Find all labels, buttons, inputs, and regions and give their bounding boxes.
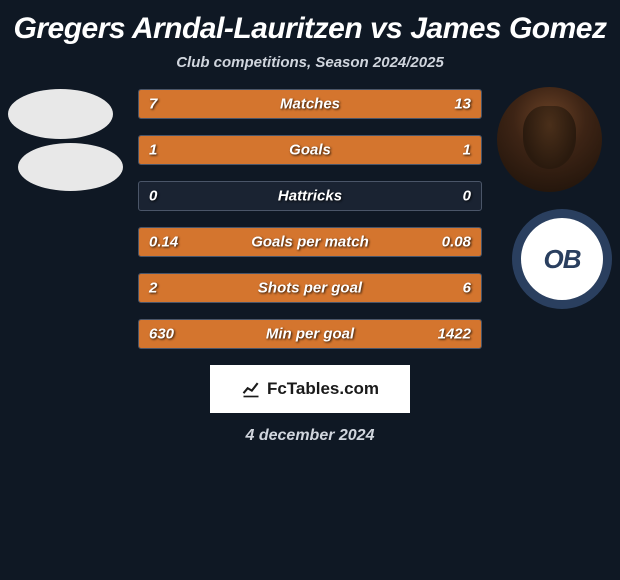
stat-bar: 11Goals	[138, 135, 482, 165]
footer-date: 4 december 2024	[0, 427, 620, 445]
content-area: OB 713Matches 11Goals 00Hattricks 0.140.08G…	[0, 89, 620, 349]
subtitle: Club competitions, Season 2024/2025	[0, 54, 620, 71]
stat-bar: 26Shots per goal	[138, 273, 482, 303]
player-right-avatar	[497, 87, 602, 192]
club-right-badge-text: OB	[544, 244, 581, 275]
bar-label: Hattricks	[139, 188, 481, 205]
stat-bars: 713Matches 11Goals 00Hattricks 0.140.08Goal…	[138, 89, 482, 349]
chart-icon	[241, 379, 261, 399]
bar-label: Goals	[139, 142, 481, 159]
bar-label: Goals per match	[139, 234, 481, 251]
stat-bar: 0.140.08Goals per match	[138, 227, 482, 257]
bar-label: Shots per goal	[139, 280, 481, 297]
stat-bar: 713Matches	[138, 89, 482, 119]
bar-label: Matches	[139, 96, 481, 113]
page-title: Gregers Arndal-Lauritzen vs James Gomez	[0, 0, 620, 54]
brand-text: FcTables.com	[267, 379, 379, 399]
club-left-badge	[18, 143, 123, 191]
stat-bar: 6301422Min per goal	[138, 319, 482, 349]
brand-logo: FcTables.com	[210, 365, 410, 413]
comparison-infographic: Gregers Arndal-Lauritzen vs James Gomez …	[0, 0, 620, 580]
bar-label: Min per goal	[139, 326, 481, 343]
player-left-avatar	[8, 89, 113, 139]
club-right-badge: OB	[512, 209, 612, 309]
stat-bar: 00Hattricks	[138, 181, 482, 211]
